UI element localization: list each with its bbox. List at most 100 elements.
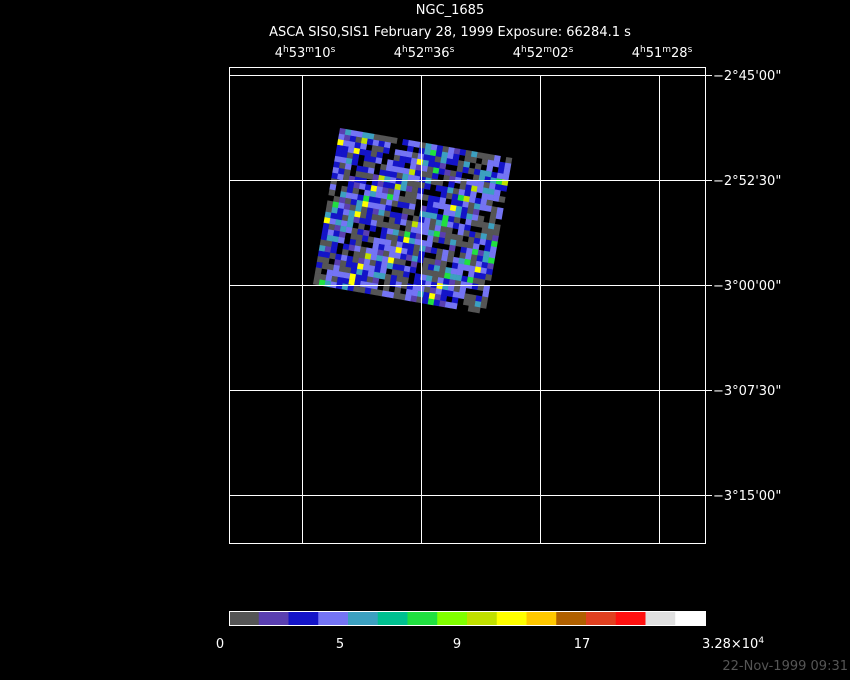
pixel	[368, 196, 376, 204]
pixel	[422, 257, 430, 265]
pixel	[354, 211, 362, 218]
pixel	[358, 217, 366, 225]
pixel	[473, 203, 481, 211]
pixel	[427, 264, 435, 271]
pixel	[472, 277, 480, 285]
pixel	[386, 193, 394, 201]
pixel	[338, 162, 346, 170]
pixel	[501, 179, 509, 187]
pixel	[403, 196, 411, 204]
pixel	[329, 218, 337, 226]
pixel	[377, 249, 385, 257]
pixel	[355, 239, 363, 247]
pixel	[367, 133, 375, 140]
pixel	[380, 227, 388, 235]
colorbar-swatch	[496, 611, 527, 625]
pixel	[432, 236, 440, 244]
pixel	[480, 267, 488, 275]
pixel	[414, 169, 422, 177]
pixel	[386, 262, 394, 270]
pixel	[379, 135, 387, 142]
pixel	[428, 155, 436, 163]
pixel	[427, 229, 435, 237]
pixel	[423, 154, 431, 162]
pixel	[470, 185, 478, 193]
pixel	[372, 242, 380, 250]
pixel	[445, 158, 454, 166]
pixel	[427, 298, 435, 306]
pixel	[320, 233, 328, 241]
pixel	[448, 175, 456, 183]
pixel	[439, 162, 447, 170]
pixel	[448, 210, 456, 218]
pixel	[442, 146, 450, 153]
pixel	[502, 173, 510, 181]
pixel	[324, 211, 332, 219]
pixel	[446, 255, 454, 263]
colorbar-swatch	[437, 611, 468, 625]
pixel	[340, 151, 348, 159]
pixel	[449, 170, 457, 178]
pixel	[342, 243, 350, 251]
pixel	[397, 201, 405, 209]
pixel	[333, 230, 341, 238]
pixel	[355, 136, 363, 144]
pixel	[337, 236, 345, 244]
pixel	[437, 277, 445, 285]
pixel	[471, 214, 479, 222]
label-part: 36	[433, 46, 450, 61]
pixel	[447, 147, 455, 154]
pixel	[486, 228, 495, 236]
pixel	[370, 219, 378, 227]
pixel	[487, 194, 495, 201]
pixel	[406, 180, 414, 187]
pixel	[460, 246, 468, 254]
pixel	[444, 203, 452, 211]
pixel	[312, 278, 320, 286]
pixel	[376, 220, 384, 228]
pixel	[334, 155, 342, 163]
label-part: 10	[314, 46, 331, 61]
pixel	[350, 198, 358, 206]
pixel	[331, 172, 339, 180]
pixel	[482, 290, 490, 298]
pixel	[447, 284, 455, 292]
pixel	[337, 139, 345, 147]
pixel	[357, 257, 365, 265]
pixel	[379, 198, 388, 206]
pixel	[366, 138, 374, 146]
pixel	[458, 189, 466, 196]
pixel	[503, 168, 511, 176]
pixel	[385, 199, 393, 207]
pixel	[431, 276, 439, 284]
pixel	[440, 157, 448, 165]
pixel	[489, 246, 497, 254]
pixel	[477, 215, 485, 223]
pixel	[331, 207, 339, 214]
pixel	[484, 245, 492, 253]
pixel	[424, 246, 432, 254]
colorbar-swatch	[348, 611, 379, 625]
pixel	[338, 265, 346, 273]
pixel	[417, 256, 425, 264]
pixel	[371, 145, 379, 153]
pixel	[423, 217, 431, 225]
pixel	[363, 155, 371, 163]
pixel	[335, 219, 343, 227]
pixel	[347, 146, 355, 154]
pixel	[463, 293, 471, 301]
pixel	[426, 235, 434, 243]
label-part: 9	[453, 637, 461, 652]
pixel	[459, 252, 467, 260]
pixel	[323, 217, 331, 225]
pixel	[351, 158, 359, 166]
pixel	[381, 290, 389, 298]
pixel	[429, 218, 437, 226]
pixel	[469, 156, 477, 164]
pixel	[402, 173, 410, 181]
label-part: m	[424, 45, 433, 55]
pixel	[465, 218, 473, 226]
pixel	[342, 174, 350, 182]
pixel	[447, 250, 455, 258]
pixel	[361, 235, 369, 243]
